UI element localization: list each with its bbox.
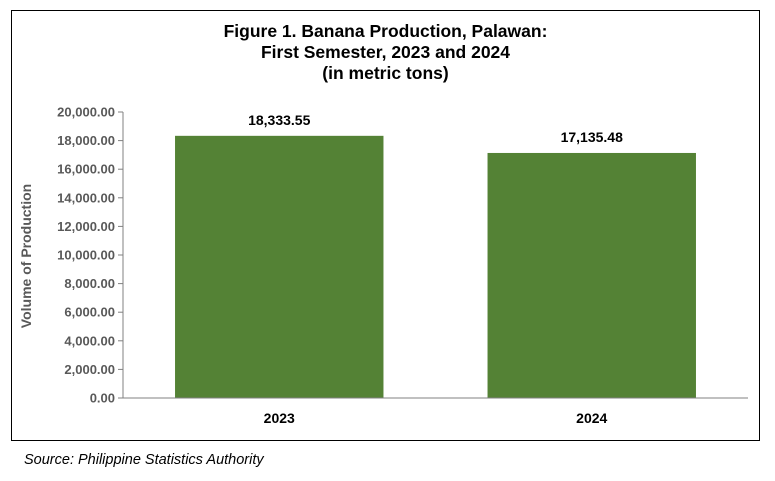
y-tick-label: 6,000.00 <box>64 305 115 320</box>
x-tick-label-2023: 2023 <box>264 410 295 426</box>
y-tick-label: 20,000.00 <box>57 105 115 120</box>
y-axis-title: Volume of Production <box>18 184 34 328</box>
y-tick-label: 12,000.00 <box>57 219 115 234</box>
data-label-2024: 17,135.48 <box>561 129 623 145</box>
y-tick-label: 4,000.00 <box>64 333 115 348</box>
y-tick-label: 2,000.00 <box>64 362 115 377</box>
source-note: Source: Philippine Statistics Authority <box>24 452 264 468</box>
chart-title-line-1: Figure 1. Banana Production, Palawan: <box>223 21 548 41</box>
bars <box>175 135 696 398</box>
y-tick-label: 18,000.00 <box>57 133 115 148</box>
y-tick-label: 8,000.00 <box>64 276 115 291</box>
y-tick-label: 0.00 <box>90 391 115 406</box>
y-tick-label: 10,000.00 <box>57 248 115 263</box>
chart-title: Figure 1. Banana Production, Palawan: Fi… <box>12 21 759 84</box>
x-tick-label-2024: 2024 <box>576 410 607 426</box>
chart-title-line-2: First Semester, 2023 and 2024 <box>260 42 511 62</box>
data-labels: 18,333.55 17,135.48 <box>248 112 623 145</box>
bar-2024 <box>487 152 696 398</box>
chart-title-line-3: (in metric tons) <box>322 63 449 83</box>
bar-2023 <box>175 135 384 398</box>
x-axis-labels: 2023 2024 <box>264 410 608 426</box>
y-tick-label: 16,000.00 <box>57 162 115 177</box>
y-tick-label: 14,000.00 <box>57 190 115 205</box>
y-axis-ticks: 0.00 2,000.00 4,000.00 6,000.00 8,000.00 10,0… <box>57 105 123 406</box>
data-label-2023: 18,333.55 <box>248 112 310 128</box>
